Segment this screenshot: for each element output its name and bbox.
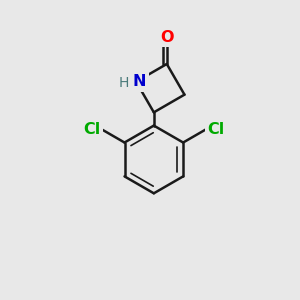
Text: Cl: Cl — [207, 122, 224, 137]
Text: N: N — [133, 74, 146, 89]
Text: O: O — [160, 30, 173, 45]
Text: H: H — [118, 76, 129, 90]
Text: Cl: Cl — [83, 122, 100, 137]
